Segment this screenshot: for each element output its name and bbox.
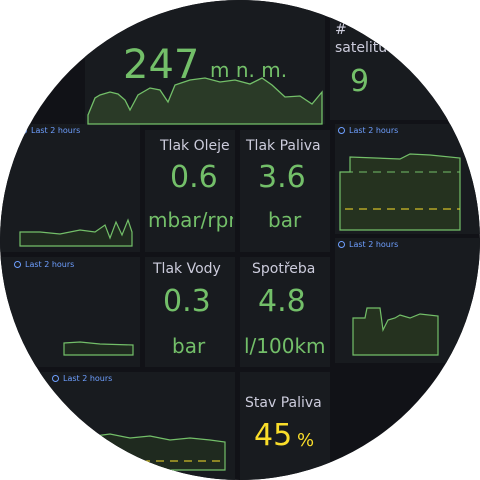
panel-title: Stav Paliva [245,395,322,411]
fuel-level-panel [240,372,330,480]
panel-title: Tlak Oleje [160,138,230,154]
oil-panel [145,130,235,252]
time-range: Last 2 hours [52,374,112,383]
consumption-panel [240,257,330,367]
panel-unit: l/100km [244,334,326,358]
panel-unit: mbar/rpm [148,208,233,232]
time-range: Last 2 hours [20,126,80,135]
panel-value: 0.6 [170,160,218,195]
panel-value: 0.3 [163,284,211,319]
panel-unit: % [297,430,315,451]
panel-title: Tlak Paliva [246,138,321,154]
altitude-unit: m n. m. [210,58,288,82]
fuel-pressure-panel [240,130,330,252]
satellites-title: satelitů [335,40,388,56]
water-panel [145,257,235,367]
panel-title: Tlak Vody [153,261,221,277]
panel-unit: bar [172,334,206,358]
panel-value: 45 [254,418,293,453]
satellites-panel [330,0,480,120]
sparkline [19,218,133,247]
panel-value: 4.8 [258,284,306,319]
panel-unit: bar [268,208,302,232]
sparkline [339,153,461,231]
panel-value: 3.6 [258,160,306,195]
sparkline [87,77,323,125]
sparkline [63,341,134,356]
sparkline [352,307,439,356]
satellites-title: # [335,22,347,38]
time-range: Last 2 hours [338,126,398,135]
satellites-value: 9 [350,64,370,99]
panel-title: Spotřeba [252,261,316,277]
altitude-value: 247 [123,42,200,88]
time-range: Last 2 hours [338,240,398,249]
sparkline [94,433,226,471]
time-range: Last 2 hours [14,260,74,269]
